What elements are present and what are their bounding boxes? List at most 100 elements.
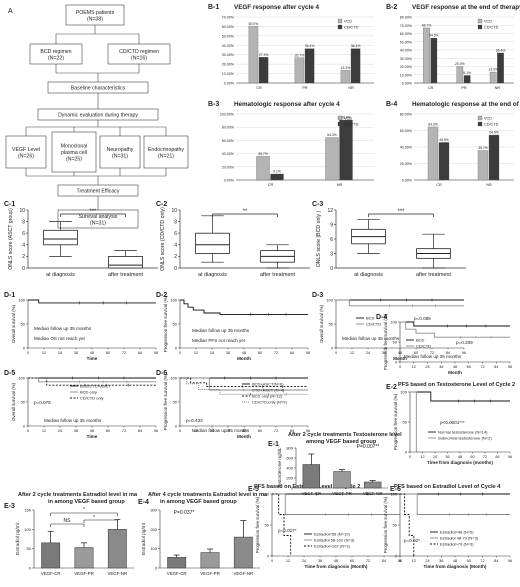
bar bbox=[423, 27, 430, 84]
y-tick-label: 0.00% bbox=[224, 179, 235, 183]
chart-e-3: E-3 0 50 100 150 Estradiol pg/ml VEGF-CR VEGF-P… bbox=[4, 503, 134, 576]
chart-d-4: D-4 0 50 100 0 12 24 36 48 60 72 84 96 Month Progressi… bbox=[376, 313, 512, 375]
x-tick-label: 36 bbox=[318, 559, 322, 563]
chart-c-3: C-3 0 3 6 9 12 ONLS score (BCD only ) at diagno… bbox=[312, 201, 466, 278]
significance-mark: *** bbox=[397, 209, 405, 215]
y-tick-label: 70.00% bbox=[222, 16, 235, 20]
y-axis-label: ONLS score (CD/CTD only) bbox=[160, 207, 166, 271]
flow-box-text: (N=26) bbox=[18, 153, 34, 159]
x-tick-label: 72 bbox=[480, 559, 484, 563]
flow-box bbox=[47, 81, 149, 94]
legend-label: CD/CTD only bbox=[80, 396, 104, 401]
x-tick-label: 96 bbox=[154, 351, 158, 355]
survival-curve bbox=[336, 299, 464, 307]
y-tick-label: 0 bbox=[405, 450, 408, 455]
data-label: 9.1% bbox=[273, 169, 281, 173]
legend-swatch bbox=[477, 121, 483, 127]
y-tick-label: 30.00% bbox=[222, 53, 235, 57]
legend-swatch bbox=[477, 24, 483, 30]
x-tick-label: 0 bbox=[271, 559, 273, 563]
y-tick-label: 400 bbox=[286, 466, 293, 471]
legend-label: VCD bbox=[344, 20, 352, 24]
legend-swatch bbox=[477, 115, 483, 121]
x-tick-label: PR bbox=[461, 86, 467, 90]
annotation-text: P=0.007** bbox=[357, 444, 380, 450]
y-tick-label: 50 bbox=[393, 523, 398, 528]
x-tick-label: 0 bbox=[399, 365, 401, 369]
x-tick-label: 36 bbox=[445, 455, 449, 459]
panel-label: C-3 bbox=[312, 201, 323, 208]
data-label: 90.9% bbox=[341, 116, 351, 120]
chart-c-2: C-2 0 2 4 6 8 10 ONLS score (CD/CTD only) at dia… bbox=[156, 201, 310, 278]
annotation-text: p=0.075 bbox=[34, 400, 51, 405]
x-tick-label: 24 bbox=[58, 429, 62, 433]
y-axis-label: ONLS score (BCD only ) bbox=[316, 210, 322, 267]
y-tick-label: 50.00% bbox=[400, 40, 413, 44]
x-tick-label: 72 bbox=[430, 351, 434, 355]
annotation-text: Median follow up 35 months bbox=[44, 418, 102, 423]
chart-d-6: D-6 0 50 100 0 12 24 36 48 60 72 84 96 Month Progressi… bbox=[156, 370, 310, 439]
flow-box bbox=[29, 43, 83, 65]
flow-box-text: Monoclonal bbox=[61, 144, 88, 150]
x-tick-label: 24 bbox=[433, 455, 437, 459]
y-tick-label: 100 bbox=[326, 298, 333, 303]
y-tick-label: 100 bbox=[390, 320, 397, 325]
x-tick-label: 24 bbox=[425, 559, 429, 563]
flow-box bbox=[107, 43, 171, 65]
y-tick-label: 0 bbox=[174, 266, 177, 272]
y-axis-label: Overall survival (%) bbox=[11, 382, 16, 421]
y-tick-label: 100 bbox=[170, 298, 177, 303]
y-tick-label: 2 bbox=[174, 254, 177, 260]
y-tick-label: 50.00% bbox=[222, 34, 235, 38]
legend-label: CD/CTD only (N=9) bbox=[252, 400, 287, 405]
bar bbox=[438, 142, 450, 181]
y-tick-label: 200 bbox=[150, 527, 157, 532]
panel-label: E-6 bbox=[390, 486, 401, 493]
bar bbox=[233, 536, 253, 569]
y-axis-label: Overall survival (%) bbox=[11, 304, 16, 343]
x-tick-label: VEGF-CR bbox=[167, 571, 187, 576]
y-tick-label: 40.00% bbox=[222, 44, 235, 48]
data-label: 66.7% bbox=[422, 23, 432, 27]
y-tick-label: 8 bbox=[174, 219, 177, 225]
annotation-text: * bbox=[83, 507, 85, 513]
legend-label: BCD only bbox=[80, 390, 97, 395]
chart-title: PFS based on Estradiol Level of Cycle 4 bbox=[394, 484, 501, 490]
flow-box-text: (N=22) bbox=[48, 55, 64, 61]
y-tick-label: 6 bbox=[22, 231, 25, 237]
panel-label: D-5 bbox=[4, 370, 15, 377]
x-tick-label: 48 bbox=[90, 351, 94, 355]
x-tick-label: 0 bbox=[27, 429, 29, 433]
chart-d-2: D-2 0 50 100 0 12 24 36 48 60 72 84 96 Month Progressi… bbox=[156, 292, 310, 361]
y-axis-label: Overall survival (%) bbox=[319, 304, 324, 343]
y-tick-label: 30.00% bbox=[400, 57, 413, 61]
x-tick-label: 48 bbox=[334, 559, 338, 563]
x-axis-label: Time bbox=[87, 434, 98, 439]
y-tick-label: 50 bbox=[393, 340, 398, 345]
panel-label: D-1 bbox=[4, 292, 15, 299]
x-axis-label: Month bbox=[237, 356, 251, 361]
y-tick-label: 40.00% bbox=[400, 49, 413, 53]
bar bbox=[41, 542, 61, 569]
panel-label: C-1 bbox=[4, 201, 15, 208]
legend-label: Estradiol 58-102 (N=3) bbox=[314, 538, 355, 543]
y-tick-label: 40.00% bbox=[222, 152, 235, 156]
x-tick-label: 72 bbox=[366, 559, 370, 563]
data-label: 20.0% bbox=[455, 62, 465, 66]
y-tick-label: 60.00% bbox=[400, 32, 413, 36]
y-tick-label: 3 bbox=[330, 251, 333, 257]
bar bbox=[333, 471, 351, 489]
bar bbox=[74, 547, 94, 569]
x-tick-label: 24 bbox=[425, 365, 429, 369]
panel-label: E-1 bbox=[268, 441, 279, 448]
bar bbox=[258, 57, 269, 84]
bar bbox=[477, 150, 489, 181]
x-tick-label: 0 bbox=[409, 455, 411, 459]
bar bbox=[294, 57, 305, 84]
x-tick-label: 24 bbox=[366, 351, 370, 355]
y-tick-label: 100 bbox=[18, 298, 25, 303]
x-tick-label: 12 bbox=[412, 559, 416, 563]
